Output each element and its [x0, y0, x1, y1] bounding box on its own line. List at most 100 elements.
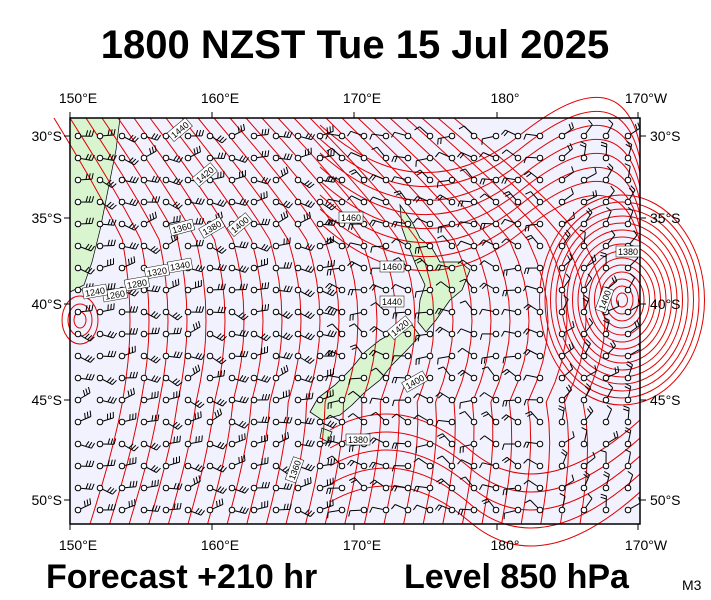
barb-feather	[437, 265, 442, 271]
barb-feather	[154, 134, 159, 140]
barb-feather	[87, 267, 93, 274]
contour	[572, 236, 672, 364]
barb-feather	[526, 172, 532, 178]
barb-station	[96, 374, 104, 382]
barb-feather	[179, 352, 183, 358]
map-frame	[70, 118, 640, 524]
barb-station	[360, 418, 368, 426]
barb-feather	[261, 151, 264, 158]
barb-feather	[84, 333, 90, 339]
lon-label: 170°W	[625, 537, 668, 553]
barb-feather	[219, 465, 225, 472]
barb-feather	[308, 417, 312, 424]
barb-feather	[175, 423, 181, 429]
barb-feather	[629, 273, 635, 278]
barb-feather	[110, 129, 113, 136]
barb-station	[294, 440, 302, 448]
label-box	[594, 286, 615, 314]
barb-station	[140, 484, 148, 492]
barb-station	[74, 154, 82, 162]
barb-station	[294, 286, 302, 294]
barb-feather	[588, 119, 593, 126]
barb-feather	[219, 487, 225, 493]
barb-feather	[307, 201, 313, 207]
barb-feather	[613, 275, 618, 282]
barb-feather	[414, 313, 417, 320]
barb-feather	[459, 300, 466, 304]
barb-station	[536, 198, 544, 206]
barb-feather	[91, 217, 94, 224]
barb-feather	[88, 483, 92, 490]
barb-station	[162, 154, 170, 162]
barb-feather	[200, 510, 206, 516]
barb-station	[558, 132, 566, 140]
barb-station	[514, 374, 522, 382]
barb-feather	[310, 245, 316, 251]
barb-feather	[110, 283, 113, 290]
barb-feather	[153, 312, 159, 318]
barb-feather	[239, 396, 244, 402]
barb-station	[360, 330, 368, 338]
barb-feather	[244, 423, 249, 429]
barb-station	[404, 396, 412, 404]
barb-feather	[329, 487, 332, 495]
barb-feather	[89, 498, 92, 505]
barb-feather	[285, 312, 291, 318]
barb-station	[514, 132, 522, 140]
barb-station	[162, 286, 170, 294]
barb-station	[602, 374, 610, 382]
barb-station	[272, 242, 280, 250]
barb-station	[536, 418, 544, 426]
barb-feather	[135, 306, 139, 313]
barb-feather	[85, 441, 90, 447]
barb-feather	[149, 148, 152, 155]
barb-station	[74, 286, 82, 294]
barb-station	[184, 242, 192, 250]
barb-station	[272, 154, 280, 162]
barb-feather	[326, 269, 329, 276]
barb-feather	[179, 502, 182, 509]
barb-station	[162, 308, 170, 316]
barb-feather	[523, 133, 527, 140]
barb-station	[382, 374, 390, 382]
barb-feather	[108, 181, 115, 187]
barb-station	[272, 462, 280, 470]
contour	[594, 264, 650, 336]
barb-station	[558, 264, 566, 272]
barb-feather	[112, 332, 118, 339]
barb-feather	[91, 304, 94, 311]
barb-feather	[176, 327, 179, 334]
barb-feather	[614, 367, 617, 374]
label-box	[379, 295, 405, 308]
barb-feather	[369, 479, 375, 485]
barb-station	[96, 176, 104, 184]
barb-feather	[132, 176, 136, 183]
barb-feather	[437, 308, 442, 315]
barb-station	[294, 132, 302, 140]
barb-station	[206, 440, 214, 448]
barb-feather	[110, 154, 114, 161]
barb-feather	[627, 360, 633, 366]
barb-feather	[581, 427, 588, 431]
barb-feather	[216, 464, 222, 470]
barb-feather	[327, 150, 329, 157]
barb-feather	[172, 378, 178, 383]
barb-feather	[558, 405, 565, 409]
barb-station	[96, 264, 104, 272]
barb-feather	[479, 152, 484, 158]
barb-feather	[176, 483, 180, 490]
barb-feather	[459, 153, 465, 159]
barb-station	[448, 154, 456, 162]
contour	[85, 117, 169, 525]
barb-feather	[134, 499, 136, 506]
barb-feather	[579, 229, 586, 233]
contour-value: 1380	[348, 435, 368, 445]
barb-station	[206, 396, 214, 404]
barb-feather	[595, 190, 598, 197]
barb-feather	[222, 401, 227, 407]
barb-feather	[481, 240, 487, 246]
barb-feather	[435, 420, 439, 427]
barb-station	[602, 264, 610, 272]
barb-station	[272, 352, 280, 360]
barb-feather	[347, 289, 351, 296]
